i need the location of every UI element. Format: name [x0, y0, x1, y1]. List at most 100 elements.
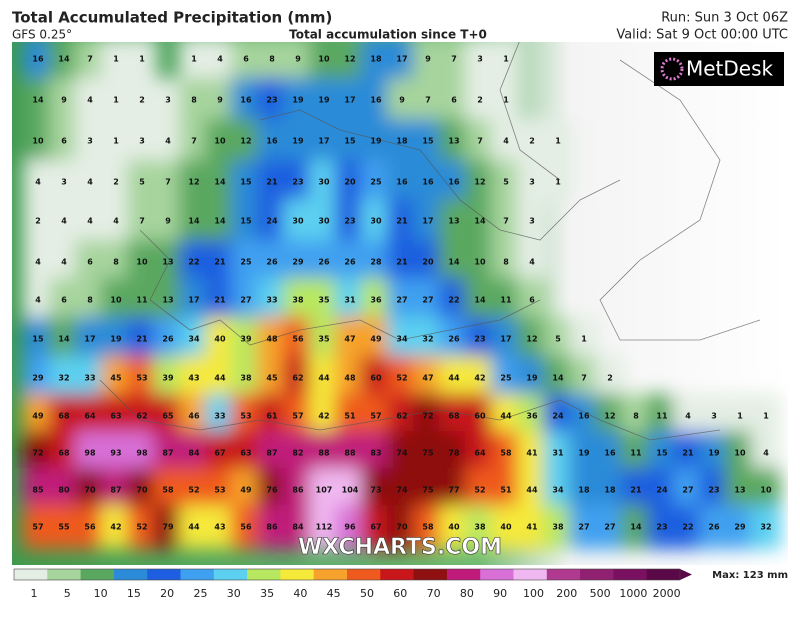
grid-value: 51: [344, 412, 356, 421]
grid-value: 19: [292, 137, 304, 146]
precip-cell: [543, 356, 573, 400]
grid-value: 53: [240, 412, 251, 421]
precip-cell: [127, 240, 157, 284]
grid-value: 21: [266, 178, 278, 187]
grid-value: 57: [370, 412, 381, 421]
precip-cell: [257, 317, 287, 361]
precip-cell: [465, 356, 495, 400]
precip-cell: [283, 240, 313, 284]
colorbar-label: 80: [460, 587, 474, 600]
precip-cell: [257, 119, 287, 163]
grid-value: 18: [578, 486, 590, 495]
precip-cell: [179, 431, 209, 475]
precip-cell: [309, 356, 339, 400]
precip-cell: [491, 78, 521, 122]
precip-cell: [257, 356, 287, 400]
grid-value: 18: [396, 137, 408, 146]
grid-value: 48: [344, 374, 356, 383]
precip-cell: [49, 160, 79, 204]
precip-cell: [335, 356, 365, 400]
precip-cell: [127, 317, 157, 361]
precip-cell: [491, 394, 521, 438]
grid-value: 61: [266, 412, 278, 421]
precip-cell: [257, 240, 287, 284]
precip-cell: [23, 199, 53, 243]
colorbar-swatch: [213, 569, 248, 580]
precip-cell: [23, 160, 53, 204]
precip-cell: [283, 42, 313, 81]
precip-cell: [517, 119, 547, 163]
grid-value: 74: [396, 486, 408, 495]
grid-value: 12: [604, 412, 615, 421]
grid-value: 1: [191, 55, 197, 64]
precip-cell: [595, 505, 625, 549]
precip-cell: [257, 431, 287, 475]
precip-cell: [75, 278, 105, 322]
grid-value: 23: [344, 217, 355, 226]
grid-value: 36: [526, 412, 538, 421]
grid-value: 25: [240, 258, 252, 267]
colorbar-label: 1: [30, 587, 37, 600]
precip-cell: [699, 505, 729, 549]
precip-cell: [283, 78, 313, 122]
colorbar-label: 15: [127, 587, 141, 600]
precip-cell: [127, 199, 157, 243]
grid-value: 40: [214, 335, 226, 344]
grid-value: 40: [448, 523, 460, 532]
precip-cell: [387, 356, 417, 400]
precip-cell: [309, 278, 339, 322]
precip-cell: [283, 394, 313, 438]
grid-value: 12: [188, 178, 199, 187]
grid-value: 5: [139, 178, 145, 187]
precip-cell: [179, 119, 209, 163]
precip-cell: [439, 505, 469, 549]
grid-value: 26: [708, 523, 720, 532]
grid-value: 6: [529, 296, 535, 305]
precip-cell: [127, 468, 157, 512]
precip-cell: [179, 278, 209, 322]
precip-cell: [205, 160, 235, 204]
grid-value: 49: [32, 412, 44, 421]
grid-value: 10: [32, 137, 44, 146]
precip-cell: [23, 317, 53, 361]
grid-value: 24: [266, 217, 278, 226]
grid-value: 21: [136, 335, 148, 344]
grid-value: 21: [630, 486, 642, 495]
precip-cell: [465, 199, 495, 243]
grid-value: 33: [214, 412, 225, 421]
grid-value: 16: [240, 96, 252, 105]
grid-value: 27: [240, 296, 251, 305]
precip-cell: [335, 199, 365, 243]
precip-cell: [179, 42, 209, 81]
grid-value: 56: [84, 523, 96, 532]
precip-cell: [49, 78, 79, 122]
grid-value: 51: [500, 486, 512, 495]
grid-value: 1: [737, 412, 743, 421]
grid-value: 49: [370, 335, 382, 344]
grid-value: 16: [578, 412, 590, 421]
grid-value: 10: [318, 55, 330, 64]
grid-value: 87: [110, 486, 121, 495]
grid-value: 21: [682, 449, 694, 458]
grid-value: 30: [318, 217, 330, 226]
grid-value: 8: [191, 96, 197, 105]
precip-cell: [413, 42, 443, 81]
grid-value: 24: [552, 412, 564, 421]
grid-value: 38: [292, 296, 304, 305]
grid-value: 16: [396, 178, 408, 187]
precip-cell: [361, 468, 391, 512]
grid-value: 88: [344, 449, 356, 458]
precip-cell: [335, 317, 365, 361]
grid-value: 23: [656, 523, 667, 532]
precip-cell: [543, 119, 573, 163]
precip-cell: [257, 160, 287, 204]
precip-cell: [413, 394, 443, 438]
grid-value: 23: [708, 486, 719, 495]
precip-cell: [23, 394, 53, 438]
precip-cell: [101, 505, 131, 549]
precip-cell: [361, 505, 391, 549]
grid-value: 7: [87, 55, 93, 64]
grid-value: 4: [87, 178, 93, 187]
precip-cell: [101, 468, 131, 512]
grid-value: 86: [292, 486, 304, 495]
